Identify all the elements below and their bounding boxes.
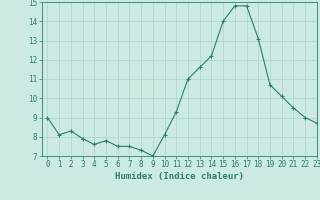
X-axis label: Humidex (Indice chaleur): Humidex (Indice chaleur)	[115, 172, 244, 181]
